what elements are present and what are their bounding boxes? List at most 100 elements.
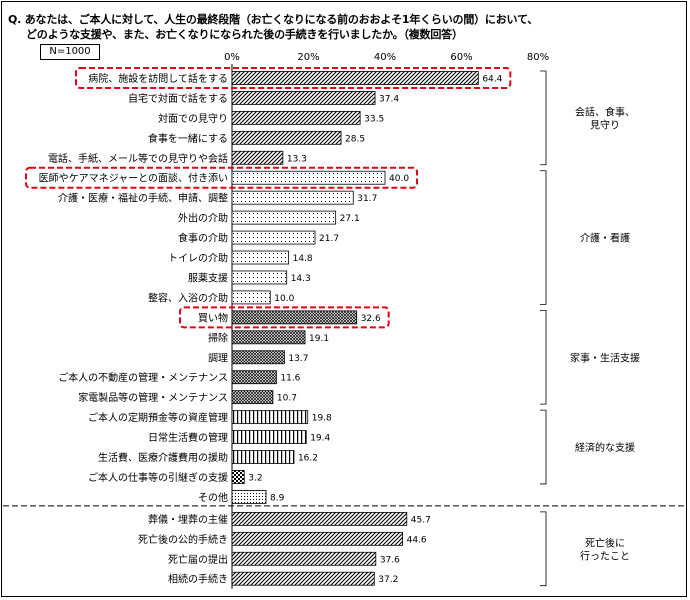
data-label: 10.7 (277, 394, 297, 404)
bar (231, 210, 337, 225)
category-label: 相続の手続き (168, 573, 228, 586)
data-label: 14.8 (293, 254, 313, 264)
category-label: 医師やケアマネジャーとの面談、付き添い (39, 172, 228, 185)
group-label: 死亡後に (585, 536, 625, 549)
data-label: 19.4 (310, 434, 330, 444)
x-tick-label: 40% (374, 52, 396, 63)
category-label: 服薬支援 (188, 271, 228, 284)
bar (231, 250, 290, 265)
category-label: その他 (198, 491, 228, 504)
category-label: 生活費、医療介護費用の援助 (98, 451, 228, 464)
highlight-box (179, 306, 390, 329)
data-label: 37.2 (378, 575, 398, 585)
group-bracket (540, 511, 547, 587)
bar (231, 450, 295, 464)
category-label: 介護・医療・福祉の手続、申請、調整 (58, 192, 228, 205)
data-label: 33.5 (364, 114, 384, 124)
data-label: 32.6 (361, 314, 381, 324)
group-label: 行ったこと (580, 549, 630, 562)
category-label: ご本人の定期預金等の資産管理 (88, 411, 228, 424)
data-label: 27.1 (340, 214, 360, 224)
data-label: 28.5 (345, 134, 365, 144)
category-label: ご本人の不動産の管理・メンテナンス (58, 371, 228, 384)
x-tick-label: 0% (224, 52, 240, 63)
data-label: 3.2 (248, 473, 262, 483)
category-label: 食事を一緒にする (148, 132, 228, 145)
bar (231, 170, 386, 185)
category-label: 買い物 (198, 311, 228, 324)
category-label: 自宅で対面で話をする (128, 92, 228, 105)
bar (231, 370, 277, 385)
bar (231, 430, 307, 444)
category-label: 葬儀・埋葬の主催 (148, 513, 228, 526)
category-label: 整容、入浴の介助 (148, 291, 228, 304)
group-bracket (540, 70, 547, 166)
data-label: 31.7 (357, 194, 377, 204)
bar (231, 290, 271, 305)
category-label: ご本人の仕事等の引継ぎの支援 (88, 471, 228, 484)
bar (231, 270, 288, 285)
category-label: 対面での見守り (158, 112, 228, 125)
data-label: 11.6 (280, 374, 300, 384)
bar (231, 531, 403, 546)
data-label: 8.9 (270, 493, 285, 503)
bar (231, 190, 354, 205)
data-label: 13.3 (287, 154, 307, 164)
bar (231, 110, 361, 125)
bar (231, 130, 342, 145)
group-label: 家事・生活支援 (570, 351, 640, 364)
bar (231, 390, 274, 405)
data-label: 13.7 (288, 354, 308, 364)
question-title-line1: Q. あなたは、ご本人に対して、人生の最終段階（お亡くなりになる前のおおよそ1年… (8, 13, 539, 26)
category-label: 掃除 (208, 331, 228, 344)
bar (231, 91, 376, 105)
data-label: 40.0 (389, 174, 409, 184)
data-label: 44.6 (407, 535, 427, 545)
data-label: 19.8 (312, 414, 332, 424)
group-label: 介護・看護 (580, 232, 630, 245)
category-label: 電話、手紙、メール等での見守りや会話 (48, 152, 228, 165)
sample-size-label: N=1000 (40, 44, 100, 60)
category-label: 死亡後の公的手続き (138, 533, 228, 546)
data-label: 64.4 (482, 74, 502, 84)
category-label: 外出の介助 (178, 212, 228, 225)
bar (231, 230, 316, 245)
bar (231, 310, 358, 325)
x-tick-label: 20% (297, 52, 319, 63)
data-label: 37.4 (379, 94, 399, 104)
data-label: 14.3 (291, 274, 311, 284)
category-label: 病院、施設を訪問して話をする (88, 72, 228, 85)
category-label: 食事の介助 (178, 232, 228, 245)
bar (231, 551, 377, 566)
bar (231, 490, 267, 504)
x-tick-label: 80% (527, 52, 549, 63)
bar (231, 470, 245, 484)
bar (231, 410, 309, 425)
bar (231, 150, 284, 165)
group-label: 見守り (590, 118, 620, 131)
data-label: 19.1 (309, 334, 329, 344)
category-label: トイレの介助 (168, 252, 228, 265)
bar (231, 330, 306, 345)
group-bracket (540, 409, 547, 485)
group-label: 会話、食事、 (575, 105, 635, 118)
data-label: 21.7 (319, 234, 339, 244)
bar (231, 571, 375, 586)
group-bracket (540, 170, 547, 305)
question-title-line2: どのような支援や、また、お亡くなりになられた後の手続きを行いましたか。（複数回答… (26, 28, 463, 41)
category-label: 死亡届の提出 (168, 553, 228, 566)
x-tick-label: 60% (450, 52, 472, 63)
category-label: 調理 (208, 351, 228, 364)
bar (231, 350, 285, 365)
data-label: 16.2 (298, 454, 318, 464)
bar (231, 71, 479, 85)
highlight-box (25, 166, 418, 189)
category-label: 家電製品等の管理・メンテナンス (78, 391, 228, 404)
data-label: 45.7 (411, 515, 431, 525)
group-bracket (540, 310, 547, 405)
group-label: 経済的な支援 (575, 441, 635, 454)
bar (231, 511, 408, 526)
data-label: 10.0 (274, 294, 294, 304)
